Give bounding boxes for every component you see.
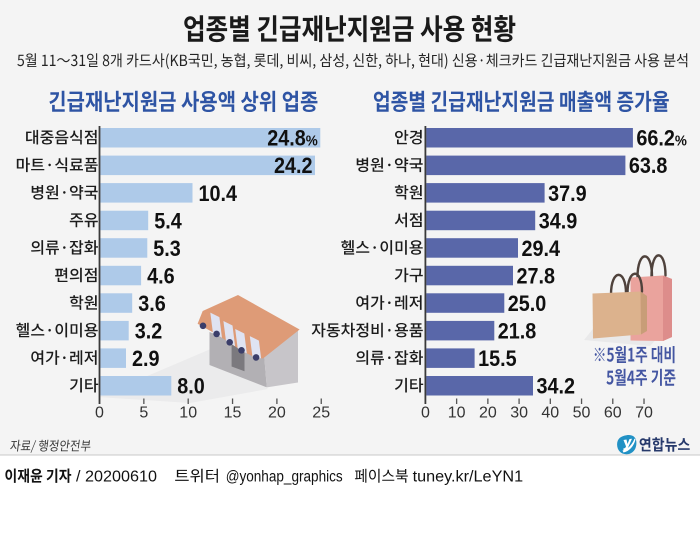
svg-text:10.4: 10.4: [199, 182, 238, 206]
svg-text:25.0: 25.0: [508, 292, 547, 316]
svg-text:10: 10: [448, 405, 466, 422]
svg-text:5.4: 5.4: [154, 209, 182, 233]
svg-text:34.2: 34.2: [537, 375, 576, 399]
svg-text:2.9: 2.9: [132, 347, 160, 371]
svg-text:0: 0: [421, 405, 430, 422]
svg-text:34.9: 34.9: [539, 209, 578, 233]
svg-text:3.2: 3.2: [135, 320, 163, 344]
svg-text:10: 10: [179, 405, 197, 422]
svg-text:@yonhap_graphics: @yonhap_graphics: [226, 469, 343, 486]
svg-text:25: 25: [312, 405, 330, 422]
svg-text:63.8: 63.8: [629, 154, 668, 178]
svg-text:20: 20: [268, 405, 286, 422]
svg-text:40: 40: [541, 405, 559, 422]
svg-text:3.6: 3.6: [138, 292, 166, 316]
svg-text:60: 60: [604, 405, 622, 422]
svg-text:24.2: 24.2: [274, 154, 313, 178]
svg-text:8.0: 8.0: [177, 375, 205, 399]
svg-text:5: 5: [139, 405, 148, 422]
svg-text:70: 70: [635, 405, 653, 422]
svg-text:5.3: 5.3: [153, 237, 181, 261]
svg-text:15.5: 15.5: [478, 347, 517, 371]
svg-text:15: 15: [224, 405, 242, 422]
svg-text:50: 50: [573, 405, 591, 422]
svg-text:0: 0: [95, 405, 104, 422]
svg-text:/ 20200610: / 20200610: [76, 469, 157, 486]
svg-text:27.8: 27.8: [517, 264, 556, 288]
svg-text:29.4: 29.4: [522, 237, 561, 261]
svg-text:30: 30: [510, 405, 528, 422]
svg-text:37.9: 37.9: [548, 182, 587, 206]
svg-text:21.8: 21.8: [498, 320, 537, 344]
svg-text:tuney.kr/LeYN1: tuney.kr/LeYN1: [413, 469, 523, 486]
svg-text:4.6: 4.6: [147, 264, 175, 288]
svg-text:20: 20: [479, 405, 497, 422]
